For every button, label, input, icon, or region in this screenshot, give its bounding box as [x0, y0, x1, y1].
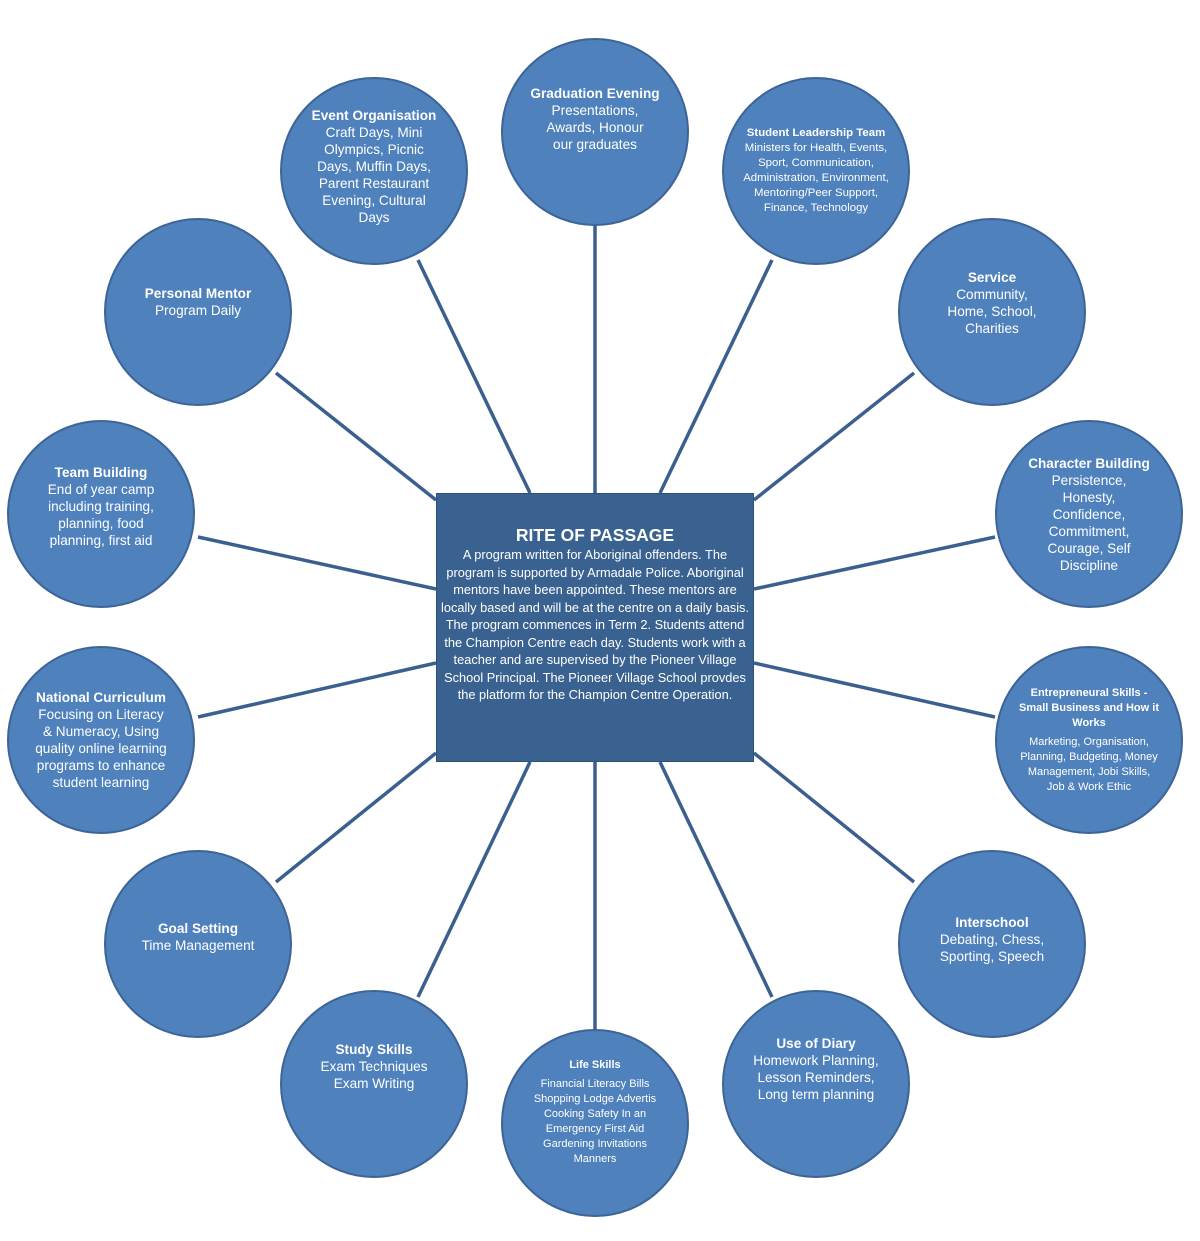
node-text: Financial Literacy Bills Shopping Lodge …: [533, 1077, 657, 1165]
node-goal-setting: Goal Setting Time Management: [104, 850, 292, 1038]
center-box-rite-of-passage: RITE OF PASSAGE A program written for Ab…: [436, 493, 754, 762]
node-entrepreneural-skills: Entrepreneural Skills - Small Business a…: [995, 646, 1183, 834]
connector-team-building: [197, 535, 437, 591]
node-title: Goal Setting: [157, 920, 239, 936]
connector-personal-mentor: [274, 371, 438, 502]
connector-goal-setting: [274, 751, 438, 884]
node-text: Time Management: [141, 937, 255, 953]
connector-interschool: [752, 751, 916, 884]
node-text: Focusing on Literacy & Numeracy, Using q…: [35, 707, 167, 790]
node-life-skills: Life Skills Financial Literacy Bills Sho…: [501, 1029, 689, 1217]
node-text: End of year camp including training, pla…: [47, 481, 155, 548]
node-text: Community, Home, School, Charities: [947, 287, 1037, 336]
node-title: Life Skills: [569, 1058, 621, 1071]
node-student-leadership-team: Student Leadership Team Ministers for He…: [722, 77, 910, 265]
node-text: Craft Days, Mini Olympics, Picnic Days, …: [317, 124, 431, 225]
node-text: Persistence, Honesty, Confidence, Commit…: [1047, 472, 1131, 573]
node-title: National Curriculum: [36, 690, 166, 705]
connector-entrepreneural-skills: [753, 661, 996, 719]
node-title: Use of Diary: [776, 1036, 856, 1051]
node-title: Entrepreneural Skills - Small Business a…: [1019, 686, 1159, 729]
node-study-skills: Study Skills Exam Techniques Exam Writin…: [280, 990, 468, 1178]
node-title: Student Leadership Team: [746, 127, 886, 139]
node-text: Marketing, Organisation, Planning, Budge…: [1020, 735, 1158, 793]
node-title: Interschool: [955, 914, 1029, 930]
connector-service: [752, 371, 916, 502]
node-text: Ministers for Health, Events, Sport, Com…: [743, 142, 889, 214]
connector-study-skills: [416, 761, 532, 998]
node-title: Team Building: [54, 464, 148, 480]
node-graduation-evening: Graduation Evening Presentations, Awards…: [501, 38, 689, 226]
connector-student-leadership-team: [658, 259, 774, 494]
node-title: Character Building: [1028, 455, 1150, 471]
connector-character-building: [753, 535, 996, 591]
node-interschool: Interschool Debating, Chess, Sporting, S…: [898, 850, 1086, 1038]
connector-use-of-diary: [658, 761, 774, 998]
node-title: Event Organisation: [311, 107, 437, 123]
node-title: Personal Mentor: [144, 286, 252, 301]
node-text: Homework Planning, Lesson Reminders, Lon…: [753, 1053, 879, 1102]
node-title: Study Skills: [335, 1041, 413, 1057]
node-title: Graduation Evening: [530, 86, 660, 101]
connector-event-organisation: [416, 259, 532, 494]
node-event-organisation: Event Organisation Craft Days, Mini Olym…: [280, 77, 468, 265]
node-character-building: Character Building Persistence, Honesty,…: [995, 420, 1183, 608]
node-personal-mentor: Personal Mentor Program Daily: [104, 218, 292, 406]
connector-national-curriculum: [197, 661, 437, 719]
center-title: RITE OF PASSAGE: [515, 525, 675, 545]
node-text: Debating, Chess, Sporting, Speech: [939, 931, 1045, 964]
node-title: Service: [967, 270, 1017, 285]
node-text: Presentations, Awards, Honour our gradua…: [546, 103, 644, 152]
node-text: Program Daily: [154, 303, 242, 318]
node-national-curriculum: National Curriculum Focusing on Literacy…: [7, 646, 195, 834]
node-text-block: Student Leadership Team Ministers for He…: [740, 126, 892, 216]
center-description: A program written for Aboriginal offende…: [440, 547, 750, 702]
node-text: Exam Techniques Exam Writing: [320, 1058, 428, 1091]
node-team-building: Team Building End of year camp including…: [7, 420, 195, 608]
node-service: Service Community, Home, School, Chariti…: [898, 218, 1086, 406]
node-use-of-diary: Use of Diary Homework Planning, Lesson R…: [722, 990, 910, 1178]
